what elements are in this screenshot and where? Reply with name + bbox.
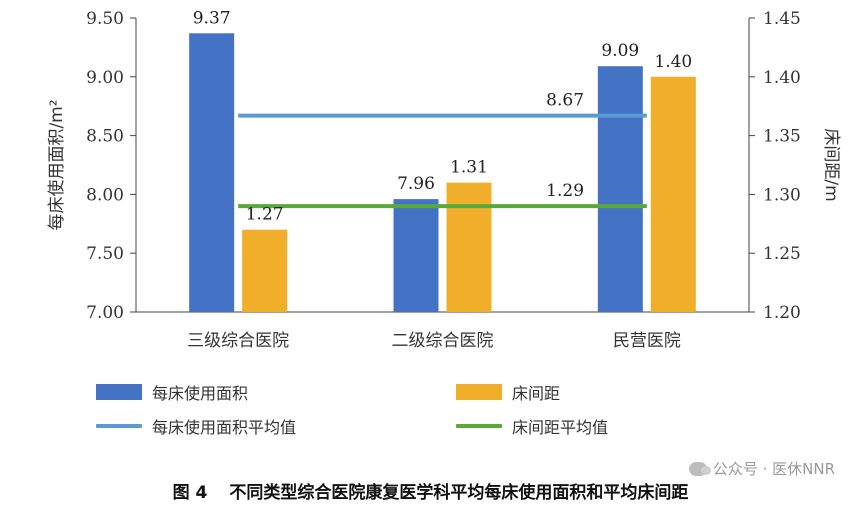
legend-swatch-area-avg [96, 424, 142, 428]
bar-area [597, 66, 643, 312]
left-tick-label: 8.00 [86, 185, 124, 205]
data-label-area: 9.09 [601, 41, 639, 61]
left-tick-label: 7.00 [86, 303, 124, 323]
legend-label-area-avg: 每床使用面积平均值 [152, 418, 297, 437]
avg-label-area: 8.67 [546, 91, 584, 111]
caption-number: 图 4 [172, 483, 208, 503]
legend-swatch-spacing [456, 384, 502, 400]
right-tick-label: 1.45 [763, 9, 801, 29]
data-label-spacing: 1.31 [450, 158, 488, 178]
legend-label-spacing-avg: 床间距平均值 [512, 418, 609, 437]
watermark-text: 公众号 · 医休NNR [712, 460, 835, 478]
bar-spacing [446, 182, 492, 312]
watermark: 公众号 · 医休NNR [688, 458, 835, 479]
legend-item-area-avg: 每床使用面积平均值 [96, 414, 296, 438]
right-tick-label: 1.20 [763, 303, 801, 323]
wechat-icon [688, 461, 711, 476]
bar-area [393, 199, 439, 312]
left-axis-title: 每床使用面积/m² [46, 99, 67, 230]
data-label-spacing: 1.40 [654, 52, 692, 72]
legend-swatch-area [96, 384, 142, 400]
legend-label-area: 每床使用面积 [152, 384, 249, 403]
axes: 7.00 7.50 8.00 8.50 9.00 9.50 1.20 1.25 1.30 1.35… [46, 9, 841, 351]
reference-lines [238, 113, 647, 209]
legend-item-area: 每床使用面积 [96, 380, 248, 404]
category-label: 三级综合医院 [187, 331, 289, 351]
right-tick-label: 1.35 [763, 127, 801, 147]
right-axis-title: 床间距/m [821, 128, 841, 201]
data-label-spacing: 1.27 [246, 205, 284, 225]
bar-area [189, 33, 235, 313]
left-tick-label: 8.50 [86, 127, 124, 147]
left-tick-label: 7.50 [86, 244, 124, 264]
right-tick-label: 1.25 [763, 244, 801, 264]
legend-swatch-spacing-avg [456, 424, 502, 428]
data-label-area: 9.37 [193, 8, 231, 28]
avg-label-spacing: 1.29 [546, 181, 584, 201]
right-tick-label: 1.40 [763, 68, 801, 88]
data-label-area: 7.96 [397, 174, 435, 194]
legend: 每床使用面积 床间距 每床使用面积平均值 床间距平均值 [96, 380, 736, 442]
right-tick-label: 1.30 [763, 185, 801, 205]
figure-caption: 图 4 不同类型综合医院康复医学科平均每床使用面积和平均床间距 [0, 478, 861, 503]
legend-label-spacing: 床间距 [512, 384, 561, 403]
bar-spacing [242, 229, 288, 312]
data-labels: 9.37 1.27 7.96 1.31 9.09 1.40 8.67 1.29 [193, 8, 693, 224]
left-tick-label: 9.50 [86, 9, 124, 29]
legend-item-spacing-avg: 床间距平均值 [456, 414, 608, 438]
legend-item-spacing: 床间距 [456, 380, 560, 404]
category-label: 民营医院 [613, 331, 681, 351]
bar-spacing [650, 76, 696, 312]
left-tick-label: 9.00 [86, 68, 124, 88]
category-label: 二级综合医院 [392, 331, 494, 351]
chart-canvas: 7.00 7.50 8.00 8.50 9.00 9.50 1.20 1.25 1.30 1.35… [46, 8, 841, 351]
caption-text: 不同类型综合医院康复医学科平均每床使用面积和平均床间距 [229, 483, 689, 503]
bars [189, 33, 696, 313]
